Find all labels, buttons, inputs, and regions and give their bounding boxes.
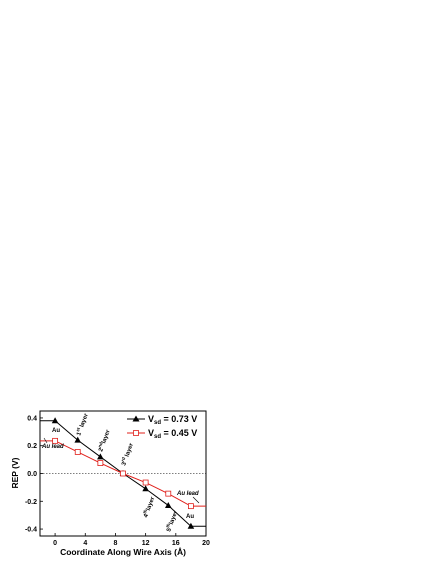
series-1-point (97, 453, 104, 460)
y-tick-label: 0.0 (27, 471, 37, 478)
series-2-point (120, 470, 126, 477)
arrow-au-lead-right (192, 496, 200, 504)
legend-marker-2 (133, 430, 139, 436)
legend-label-1: Vsd = 0.73 V (148, 414, 197, 426)
arrow-au-lead-left (43, 437, 48, 444)
annotation-layer-3: 3rd layer (119, 441, 135, 467)
annotation-au-lead-right: Au lead (176, 491, 199, 497)
y-axis-ticks: 0.4 0.2 0.0 -0.2 -0.4 (25, 415, 43, 534)
annotation-layer-4: 4thlayer (141, 495, 157, 519)
series-2-point (97, 460, 104, 466)
series-2-point (142, 479, 149, 486)
annotation-layer-5: 5thlayer (164, 509, 180, 533)
series-2-point (74, 449, 81, 455)
series-2-point (165, 490, 172, 497)
series-1-point (74, 436, 82, 443)
series-layer (40, 417, 206, 529)
annotation-au-lead-left: Au lead (41, 444, 64, 450)
x-tick-label: 12 (142, 540, 150, 547)
x-tick-label: 4 (83, 540, 87, 547)
annotation-layer-2: 2ndlayer (96, 428, 112, 453)
x-tick-label: 16 (172, 540, 180, 547)
y-axis-title: REP (V) (10, 457, 20, 488)
series-1-point (142, 485, 149, 492)
annotation-au-top: Au (52, 428, 60, 434)
legend-marker-1 (132, 415, 140, 422)
y-tick-label: 0.4 (27, 415, 37, 422)
y-tick-label: -0.4 (25, 527, 37, 534)
series-1-point (164, 501, 172, 508)
series-1-point (51, 417, 59, 424)
series-2-point (52, 437, 58, 444)
x-tick-label: 8 (114, 540, 118, 547)
legend-label-2: Vsd = 0.45 V (148, 428, 197, 440)
y-tick-label: -0.2 (25, 499, 37, 506)
series-1-point (187, 522, 195, 529)
x-axis-title: Coordinate Along Wire Axis (Å) (60, 547, 186, 557)
legend: Vsd = 0.73 V Vsd = 0.45 V (127, 414, 197, 440)
annotation-layer-1: 1st layer (74, 412, 90, 437)
series-2-point (188, 503, 194, 510)
annotation-au-bottom: Au (186, 514, 194, 520)
y-tick-label: 0.2 (27, 443, 37, 450)
legend-entry-2: Vsd = 0.45 V (127, 428, 197, 440)
x-tick-label: 0 (53, 540, 57, 547)
x-axis-ticks: 0 4 8 12 16 20 (53, 533, 210, 547)
legend-entry-1: Vsd = 0.73 V (127, 414, 197, 426)
x-tick-label: 20 (202, 540, 210, 547)
